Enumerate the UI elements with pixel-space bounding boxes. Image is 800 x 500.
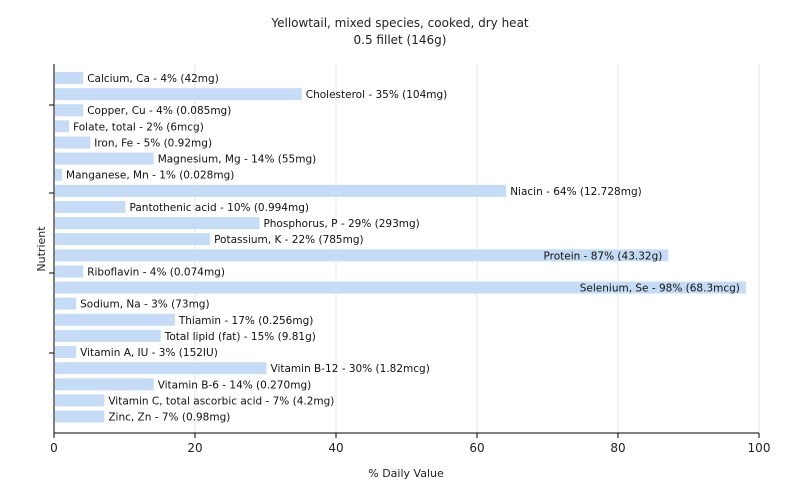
bar-18: [55, 362, 267, 375]
bar-21: [55, 410, 105, 423]
bar-label-17: Vitamin A, IU - 3% (152IU): [80, 347, 218, 359]
bar-8: [55, 200, 126, 213]
x-axis-title: % Daily Value: [368, 467, 444, 480]
bar-10: [55, 233, 211, 246]
y-axis-title: Nutrient: [35, 226, 48, 272]
bar-label-8: Pantothenic acid - 10% (0.994mg): [130, 202, 309, 214]
chart-subtitle: 0.5 fillet (146g): [354, 33, 447, 47]
bar-13: [55, 281, 746, 294]
bar-7: [55, 184, 507, 197]
bar-label-15: Thiamin - 17% (0.256mg): [178, 315, 314, 327]
x-tick-label-20: 20: [187, 441, 202, 455]
bar-label-7: Niacin - 64% (12.728mg): [510, 186, 642, 198]
bar-label-20: Vitamin C, total ascorbic acid - 7% (4.2…: [108, 395, 334, 407]
bar-9: [55, 217, 260, 230]
x-tick-label-40: 40: [328, 441, 343, 455]
bar-11: [55, 249, 669, 262]
bar-19: [55, 378, 154, 391]
bar-label-16: Total lipid (fat) - 15% (9.81g): [164, 331, 316, 343]
bar-label-19: Vitamin B-6 - 14% (0.270mg): [158, 379, 312, 391]
bar-label-14: Sodium, Na - 3% (73mg): [80, 299, 209, 311]
bar-label-18: Vitamin B-12 - 30% (1.82mcg): [271, 363, 430, 375]
bar-label-5: Magnesium, Mg - 14% (55mg): [158, 154, 317, 166]
bar-label-11: Protein - 87% (43.32g): [543, 250, 662, 262]
bar-14: [55, 297, 77, 310]
bar-6: [55, 168, 63, 181]
bar-15: [55, 313, 175, 326]
x-tick-label-60: 60: [469, 441, 484, 455]
bar-2: [55, 104, 84, 117]
bar-labels: Calcium, Ca - 4% (42mg) Cholesterol - 35%…: [66, 73, 740, 424]
bar-16: [55, 329, 161, 342]
bar-label-10: Potassium, K - 22% (785mg): [214, 234, 364, 246]
bar-4: [55, 136, 91, 149]
bar-0: [55, 72, 84, 84]
x-tick-label-0: 0: [50, 441, 58, 455]
bar-label-0: Calcium, Ca - 4% (42mg): [87, 73, 219, 85]
bar-17: [55, 346, 77, 359]
x-tick-label-80: 80: [610, 441, 625, 455]
bar-12: [55, 265, 84, 278]
bar-label-21: Zinc, Zn - 7% (0.98mg): [108, 412, 230, 424]
bar-5: [55, 152, 154, 165]
bars: [55, 72, 746, 423]
bar-label-12: Riboflavin - 4% (0.074mg): [87, 266, 225, 278]
bar-label-2: Copper, Cu - 4% (0.085mg): [87, 105, 231, 117]
chart-title: Yellowtail, mixed species, cooked, dry h…: [270, 16, 529, 30]
bar-label-9: Phosphorus, P - 29% (293mg): [263, 218, 419, 230]
bar-3: [55, 120, 70, 133]
axes: 0 20 40 60 80 100: [49, 64, 770, 455]
bar-1: [55, 88, 302, 101]
bar-label-13: Selenium, Se - 98% (68.3mcg): [580, 283, 740, 295]
bar-label-4: Iron, Fe - 5% (0.92mg): [94, 137, 212, 149]
grid-lines: [194, 64, 760, 433]
bar-20: [55, 394, 105, 407]
x-tick-label-100: 100: [748, 441, 771, 455]
bar-label-1: Cholesterol - 35% (104mg): [306, 89, 448, 101]
bar-label-6: Manganese, Mn - 1% (0.028mg): [66, 170, 234, 182]
bar-label-3: Folate, total - 2% (6mcg): [73, 121, 204, 133]
